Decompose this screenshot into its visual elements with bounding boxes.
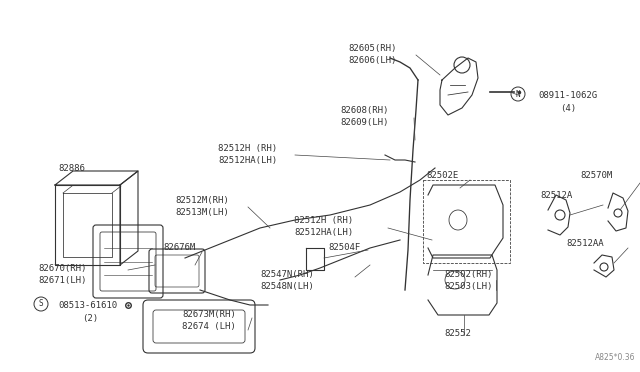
Text: 82503(LH): 82503(LH) xyxy=(444,282,492,292)
Text: 82512M(RH): 82512M(RH) xyxy=(175,196,228,205)
Text: 82502(RH): 82502(RH) xyxy=(444,270,492,279)
Text: (4): (4) xyxy=(560,103,576,112)
Text: S: S xyxy=(38,299,44,308)
Text: 82671(LH): 82671(LH) xyxy=(38,276,86,285)
Text: 82570M: 82570M xyxy=(580,170,612,180)
Text: 82548N(LH): 82548N(LH) xyxy=(260,282,314,292)
Text: 82547N(RH): 82547N(RH) xyxy=(260,270,314,279)
Text: 82670(RH): 82670(RH) xyxy=(38,263,86,273)
Text: 82673M(RH): 82673M(RH) xyxy=(182,311,236,320)
Text: 82504F: 82504F xyxy=(328,244,360,253)
Text: (2): (2) xyxy=(82,314,98,323)
Text: 82609(LH): 82609(LH) xyxy=(340,118,388,126)
Text: 82512HA(LH): 82512HA(LH) xyxy=(218,155,277,164)
Text: A825*0.36: A825*0.36 xyxy=(595,353,635,362)
Text: 82512H (RH): 82512H (RH) xyxy=(218,144,277,153)
Text: 82676M: 82676M xyxy=(163,244,195,253)
Text: 82606(LH): 82606(LH) xyxy=(348,55,396,64)
Text: 82512A: 82512A xyxy=(540,190,572,199)
Text: 82674 (LH): 82674 (LH) xyxy=(182,323,236,331)
Text: 82552: 82552 xyxy=(444,328,471,337)
Text: 82512HA(LH): 82512HA(LH) xyxy=(294,228,353,237)
Text: 82512AA: 82512AA xyxy=(566,238,604,247)
Text: 82608(RH): 82608(RH) xyxy=(340,106,388,115)
Text: 82512H (RH): 82512H (RH) xyxy=(294,215,353,224)
Text: 08911-1062G: 08911-1062G xyxy=(538,90,597,99)
Text: 82513M(LH): 82513M(LH) xyxy=(175,208,228,217)
Text: 82886: 82886 xyxy=(58,164,85,173)
Text: 82605(RH): 82605(RH) xyxy=(348,44,396,52)
Text: N: N xyxy=(516,90,520,99)
Text: 82502E: 82502E xyxy=(426,170,458,180)
Text: 08513-61610: 08513-61610 xyxy=(58,301,117,310)
